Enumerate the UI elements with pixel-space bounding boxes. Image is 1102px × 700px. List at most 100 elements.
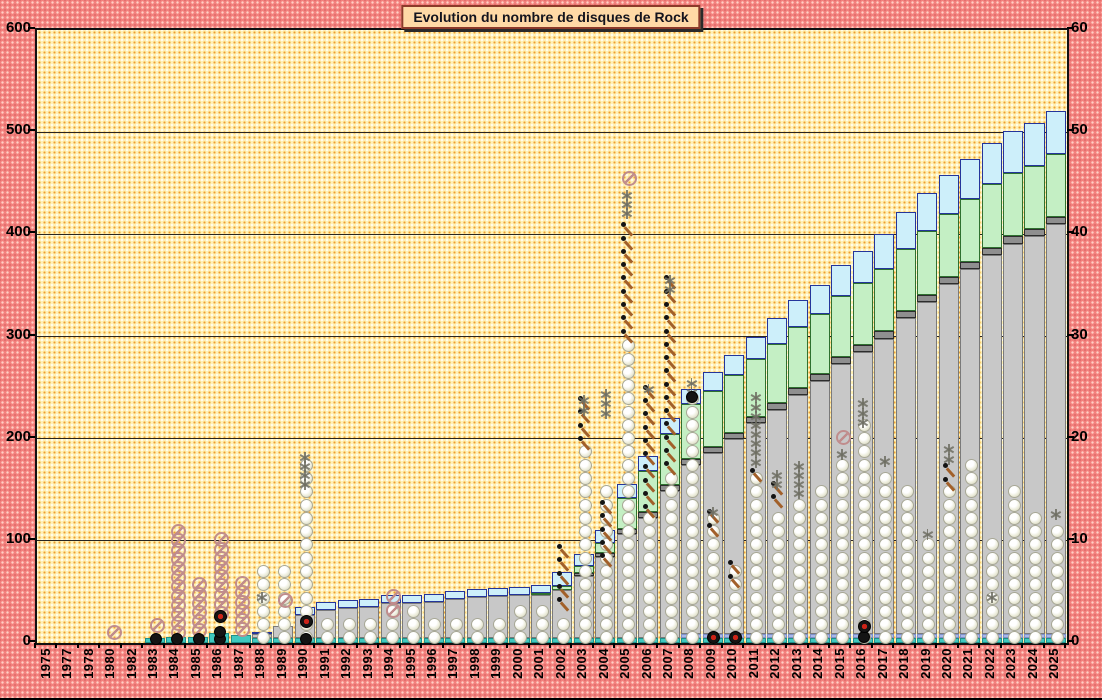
bead-marker: [943, 538, 957, 552]
left-axis-tick: [28, 27, 35, 29]
bar-segment-sky-blue-top: [724, 354, 745, 376]
x-axis-label-wrap: 1991: [314, 648, 335, 696]
bead-marker: [1007, 525, 1021, 539]
x-axis-label-1991: 1991: [316, 648, 332, 679]
bead-marker: [1007, 618, 1021, 632]
circle-slash-icon: [149, 618, 165, 634]
bead-marker: [407, 604, 421, 618]
sparkle-icon: [750, 392, 762, 404]
bar-segment-sky-blue-top: [423, 593, 444, 603]
x-axis-label-1995: 1995: [402, 648, 418, 679]
bead-marker: [771, 511, 785, 525]
bead-marker: [1029, 551, 1043, 565]
bead-marker: [621, 392, 635, 406]
bead-marker: [342, 618, 356, 632]
bead-marker: [943, 578, 957, 592]
bead-marker: [814, 631, 828, 645]
x-axis-label-wrap: 1999: [486, 648, 507, 696]
x-axis-tick: [227, 643, 230, 648]
right-axis-label-60: 60: [1071, 19, 1088, 36]
bar-segment-sky-blue-top: [402, 594, 423, 604]
bead-marker: [750, 485, 764, 499]
x-axis-label-wrap: 1987: [228, 648, 249, 696]
bead-marker: [900, 551, 914, 565]
bar-segment-sky-blue-top: [981, 143, 1002, 185]
bead-marker: [1050, 591, 1064, 605]
bead-marker: [943, 618, 957, 632]
x-axis-label-wrap: 2016: [850, 648, 871, 696]
bead-marker: [943, 631, 957, 645]
bead-marker: [922, 618, 936, 632]
bead-marker: [299, 511, 313, 525]
bead-marker: [879, 485, 893, 499]
bead-marker: [900, 591, 914, 605]
x-axis-label-1982: 1982: [123, 648, 139, 679]
x-axis-label-2003: 2003: [574, 648, 590, 679]
bead-marker: [728, 618, 742, 632]
bead-marker: [685, 604, 699, 618]
x-axis-label-1988: 1988: [252, 648, 268, 679]
sparkle-icon: [643, 384, 654, 396]
bead-marker: [407, 631, 421, 645]
x-axis-tick: [935, 643, 938, 648]
x-axis-tick: [119, 643, 122, 648]
bead-marker: [857, 591, 871, 605]
bead-marker: [600, 578, 614, 592]
left-axis-tick: [28, 231, 35, 234]
bar-segment-dark-gray-cap: [809, 374, 830, 382]
bead-marker: [986, 538, 1000, 552]
bead-marker: [986, 631, 1000, 645]
sparkle-icon: [300, 479, 311, 491]
plot-area: [35, 28, 1069, 645]
x-axis-label-wrap: 2001: [529, 648, 550, 696]
bar-segment-dark-gray-cap: [724, 432, 745, 439]
bar-segment-sky-blue-top: [488, 587, 509, 597]
bead-marker: [793, 631, 807, 645]
bead-marker: [771, 525, 785, 539]
left-axis-label-0: 0: [22, 632, 31, 649]
bead-marker: [750, 604, 764, 618]
right-axis-label-10: 10: [1071, 529, 1088, 547]
dot-dash-marker: [599, 500, 612, 516]
bead-marker: [643, 604, 657, 618]
bead-marker: [814, 591, 828, 605]
bead-marker: [857, 604, 871, 618]
x-axis-label-wrap: 1990: [293, 648, 314, 696]
bead-marker: [879, 604, 893, 618]
bar-segment-light-green: [530, 592, 551, 595]
bead-marker: [793, 591, 807, 605]
bead-marker: [943, 525, 957, 539]
bead-marker: [793, 604, 807, 618]
bead-marker: [814, 578, 828, 592]
bead-marker: [256, 618, 270, 632]
bead-marker: [578, 538, 592, 552]
bead-marker: [600, 631, 614, 645]
sparkle-icon: [793, 469, 804, 481]
bead-marker: [857, 538, 871, 552]
x-axis-tick: [377, 643, 380, 648]
bead-marker: [793, 565, 807, 579]
sparkle-icon: [600, 398, 611, 410]
x-axis-label-wrap: 2008: [679, 648, 700, 696]
bead-marker: [750, 525, 764, 539]
x-axis-label-wrap: 1997: [443, 648, 464, 696]
bar-segment-dark-gray-cap: [1024, 229, 1045, 237]
bead-marker: [664, 485, 678, 499]
bead-marker: [535, 631, 549, 645]
bead-marker: [664, 538, 678, 552]
x-axis-tick: [506, 643, 509, 648]
bar-segment-sky-blue-top: [530, 584, 551, 593]
x-axis-label-wrap: 2003: [571, 648, 592, 696]
bead-marker: [728, 591, 742, 605]
x-axis-label-1980: 1980: [102, 648, 118, 679]
bead-marker: [814, 525, 828, 539]
bead-marker: [514, 631, 528, 645]
bead-marker: [964, 618, 978, 632]
left-axis-label-400: 400: [5, 223, 31, 241]
bead-marker: [986, 618, 1000, 632]
bead-marker: [643, 631, 657, 645]
bead-marker: [707, 578, 721, 592]
x-axis-label-wrap: 2019: [915, 648, 936, 696]
bar-segment-light-green: [1024, 165, 1045, 230]
